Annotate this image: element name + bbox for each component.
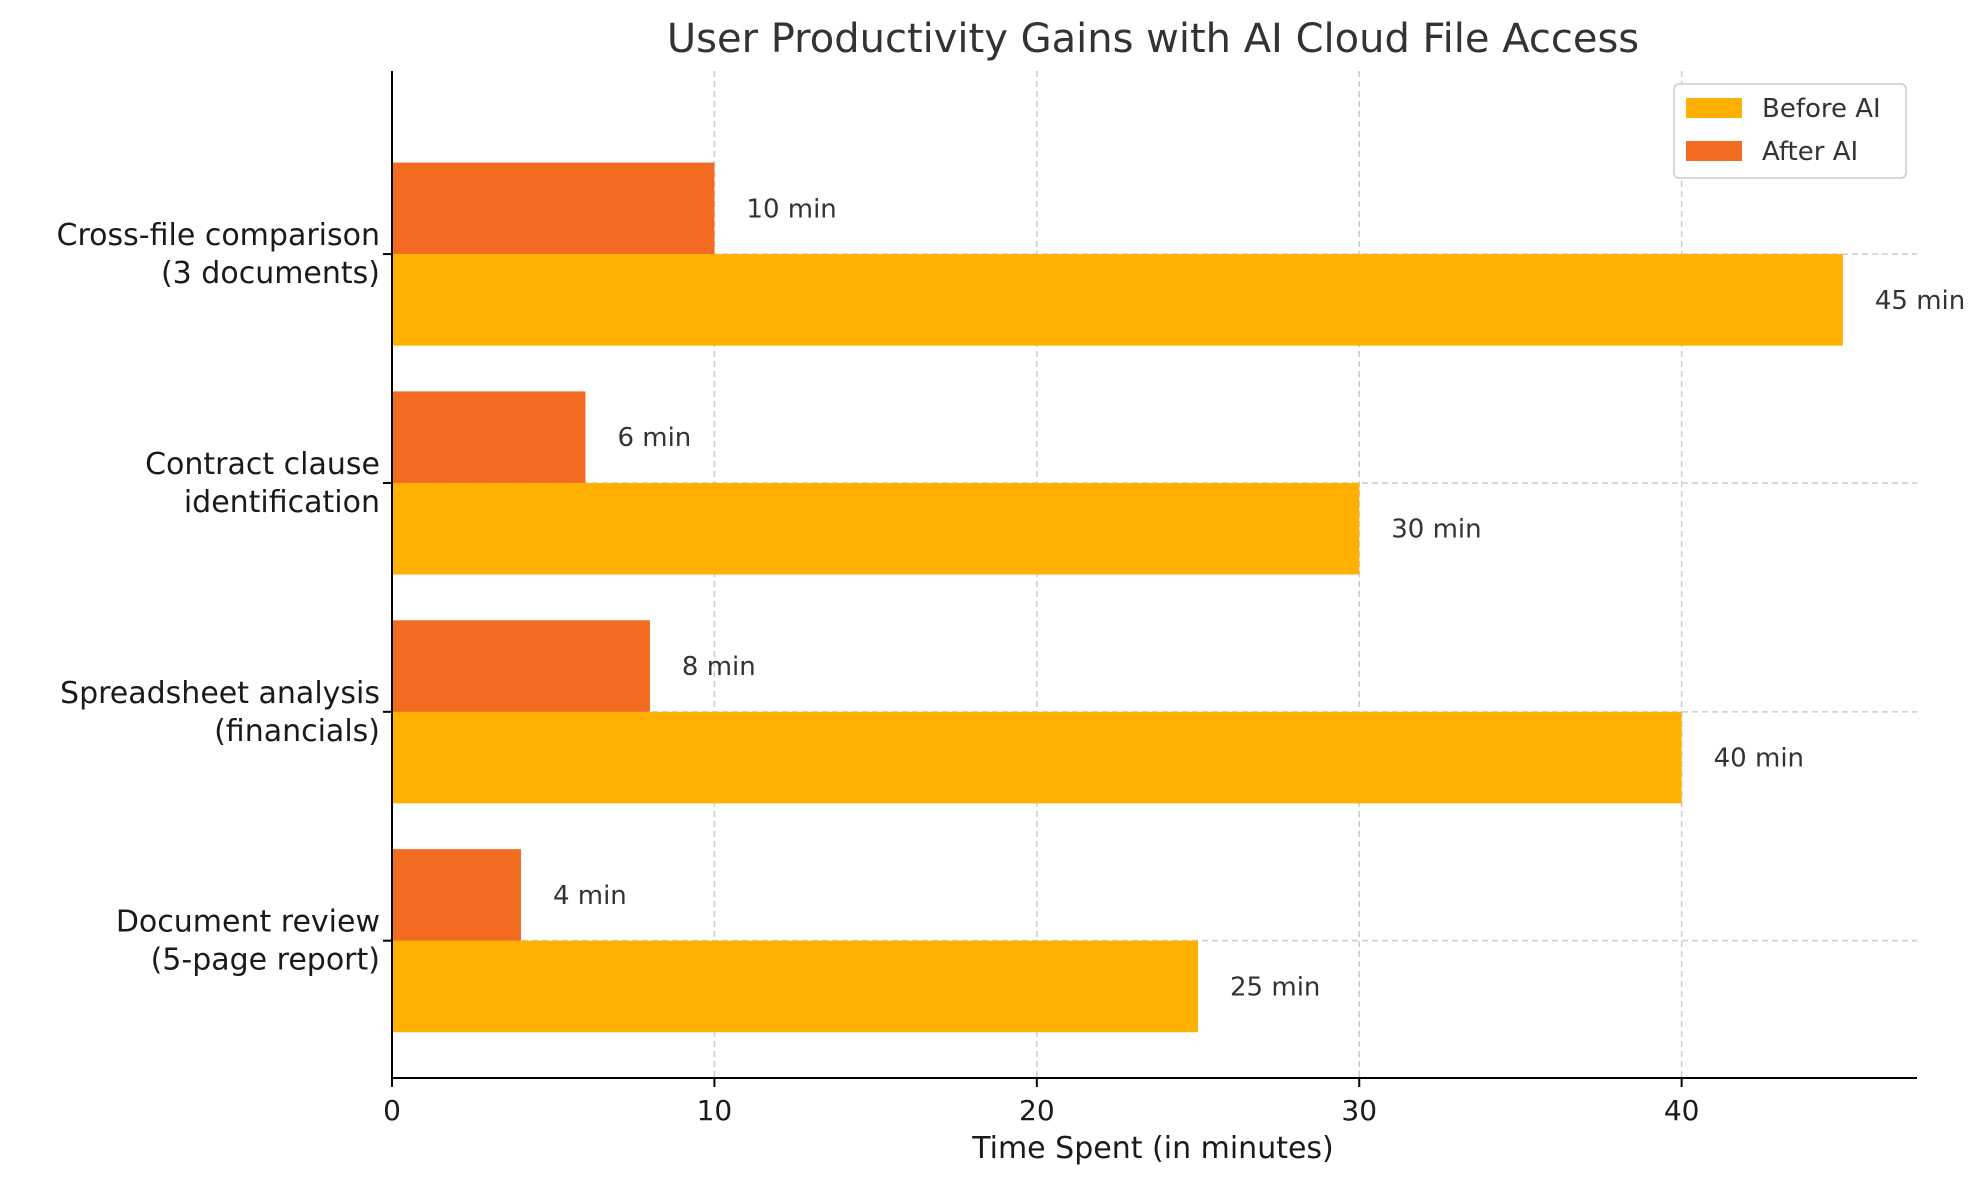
x-tick-label: 40 (1664, 1094, 1700, 1127)
legend: Before AI After AI (1673, 83, 1907, 179)
category-label: Document review (5-page report) (116, 905, 380, 978)
bar-after-ai (392, 620, 650, 712)
data-labels: 25 min 40 min 30 min 45 min 4 min 8 min 6 min 1… (553, 194, 1965, 1002)
category-label-line: (financials) (214, 714, 380, 749)
category-label-line: (5-page report) (151, 943, 380, 978)
bar-before-ai (392, 940, 1199, 1033)
category-label: Cross-file comparison (3 documents) (57, 218, 380, 291)
data-label-after-ai: 10 min (746, 194, 836, 224)
data-label-after-ai: 6 min (617, 423, 691, 453)
category-label-line: Spreadsheet analysis (60, 676, 380, 711)
axes (391, 71, 1917, 1079)
category-label-line: (3 documents) (161, 256, 380, 291)
x-tick-label: 30 (1341, 1094, 1377, 1127)
legend-label-after-ai: After AI (1762, 137, 1858, 167)
bar-after-ai (392, 849, 521, 941)
x-tick-label: 0 (383, 1094, 401, 1127)
data-label-after-ai: 8 min (682, 652, 756, 682)
category-label: Spreadsheet analysis (financials) (60, 676, 380, 749)
x-tick-label: 20 (1019, 1094, 1055, 1127)
bars (392, 162, 1843, 1033)
x-axis-title: Time Spent (in minutes) (971, 1131, 1334, 1166)
legend-label-before-ai: Before AI (1762, 94, 1881, 124)
bar-before-ai (392, 711, 1682, 804)
bar-before-ai (392, 254, 1843, 346)
category-label: Contract clause identification (145, 447, 380, 520)
legend-swatch-after-ai (1686, 141, 1742, 161)
data-label-before-ai: 40 min (1714, 744, 1804, 774)
data-label-before-ai: 45 min (1875, 286, 1965, 316)
category-label-line: Document review (116, 905, 380, 940)
chart-title: User Productivity Gains with AI Cloud Fi… (667, 16, 1639, 62)
x-tick-label: 10 (697, 1094, 733, 1127)
category-label-line: Contract clause (145, 447, 380, 482)
data-label-after-ai: 4 min (553, 881, 627, 911)
bar-after-ai (392, 162, 715, 255)
ticks: 0 10 20 30 40 (383, 253, 1700, 1127)
legend-swatch-before-ai (1686, 98, 1742, 118)
data-label-before-ai: 25 min (1230, 972, 1320, 1002)
category-label-line: identification (184, 485, 380, 520)
category-labels: Document review (5-page report) Spreadshee… (57, 218, 380, 978)
category-label-line: Cross-file comparison (57, 218, 380, 253)
bar-before-ai (392, 482, 1360, 575)
bar-after-ai (392, 391, 586, 483)
data-label-before-ai: 30 min (1391, 515, 1481, 545)
